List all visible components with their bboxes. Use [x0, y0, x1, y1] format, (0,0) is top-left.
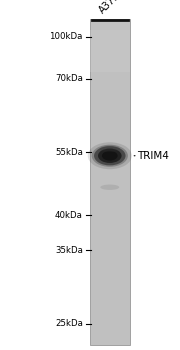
Ellipse shape [94, 146, 126, 166]
Text: 70kDa: 70kDa [55, 74, 83, 83]
Text: A375: A375 [97, 0, 122, 16]
Ellipse shape [102, 151, 118, 161]
Ellipse shape [88, 142, 132, 169]
Ellipse shape [98, 148, 122, 163]
Text: 100kDa: 100kDa [50, 32, 83, 41]
Ellipse shape [100, 145, 120, 152]
Ellipse shape [92, 145, 128, 167]
Text: 35kDa: 35kDa [55, 246, 83, 255]
Text: TRIM4: TRIM4 [137, 151, 169, 161]
Bar [90, 19, 130, 345]
Text: 55kDa: 55kDa [55, 148, 83, 157]
Text: 40kDa: 40kDa [55, 211, 83, 220]
Text: 25kDa: 25kDa [55, 319, 83, 328]
Bar [90, 30, 130, 72]
Ellipse shape [100, 184, 119, 190]
